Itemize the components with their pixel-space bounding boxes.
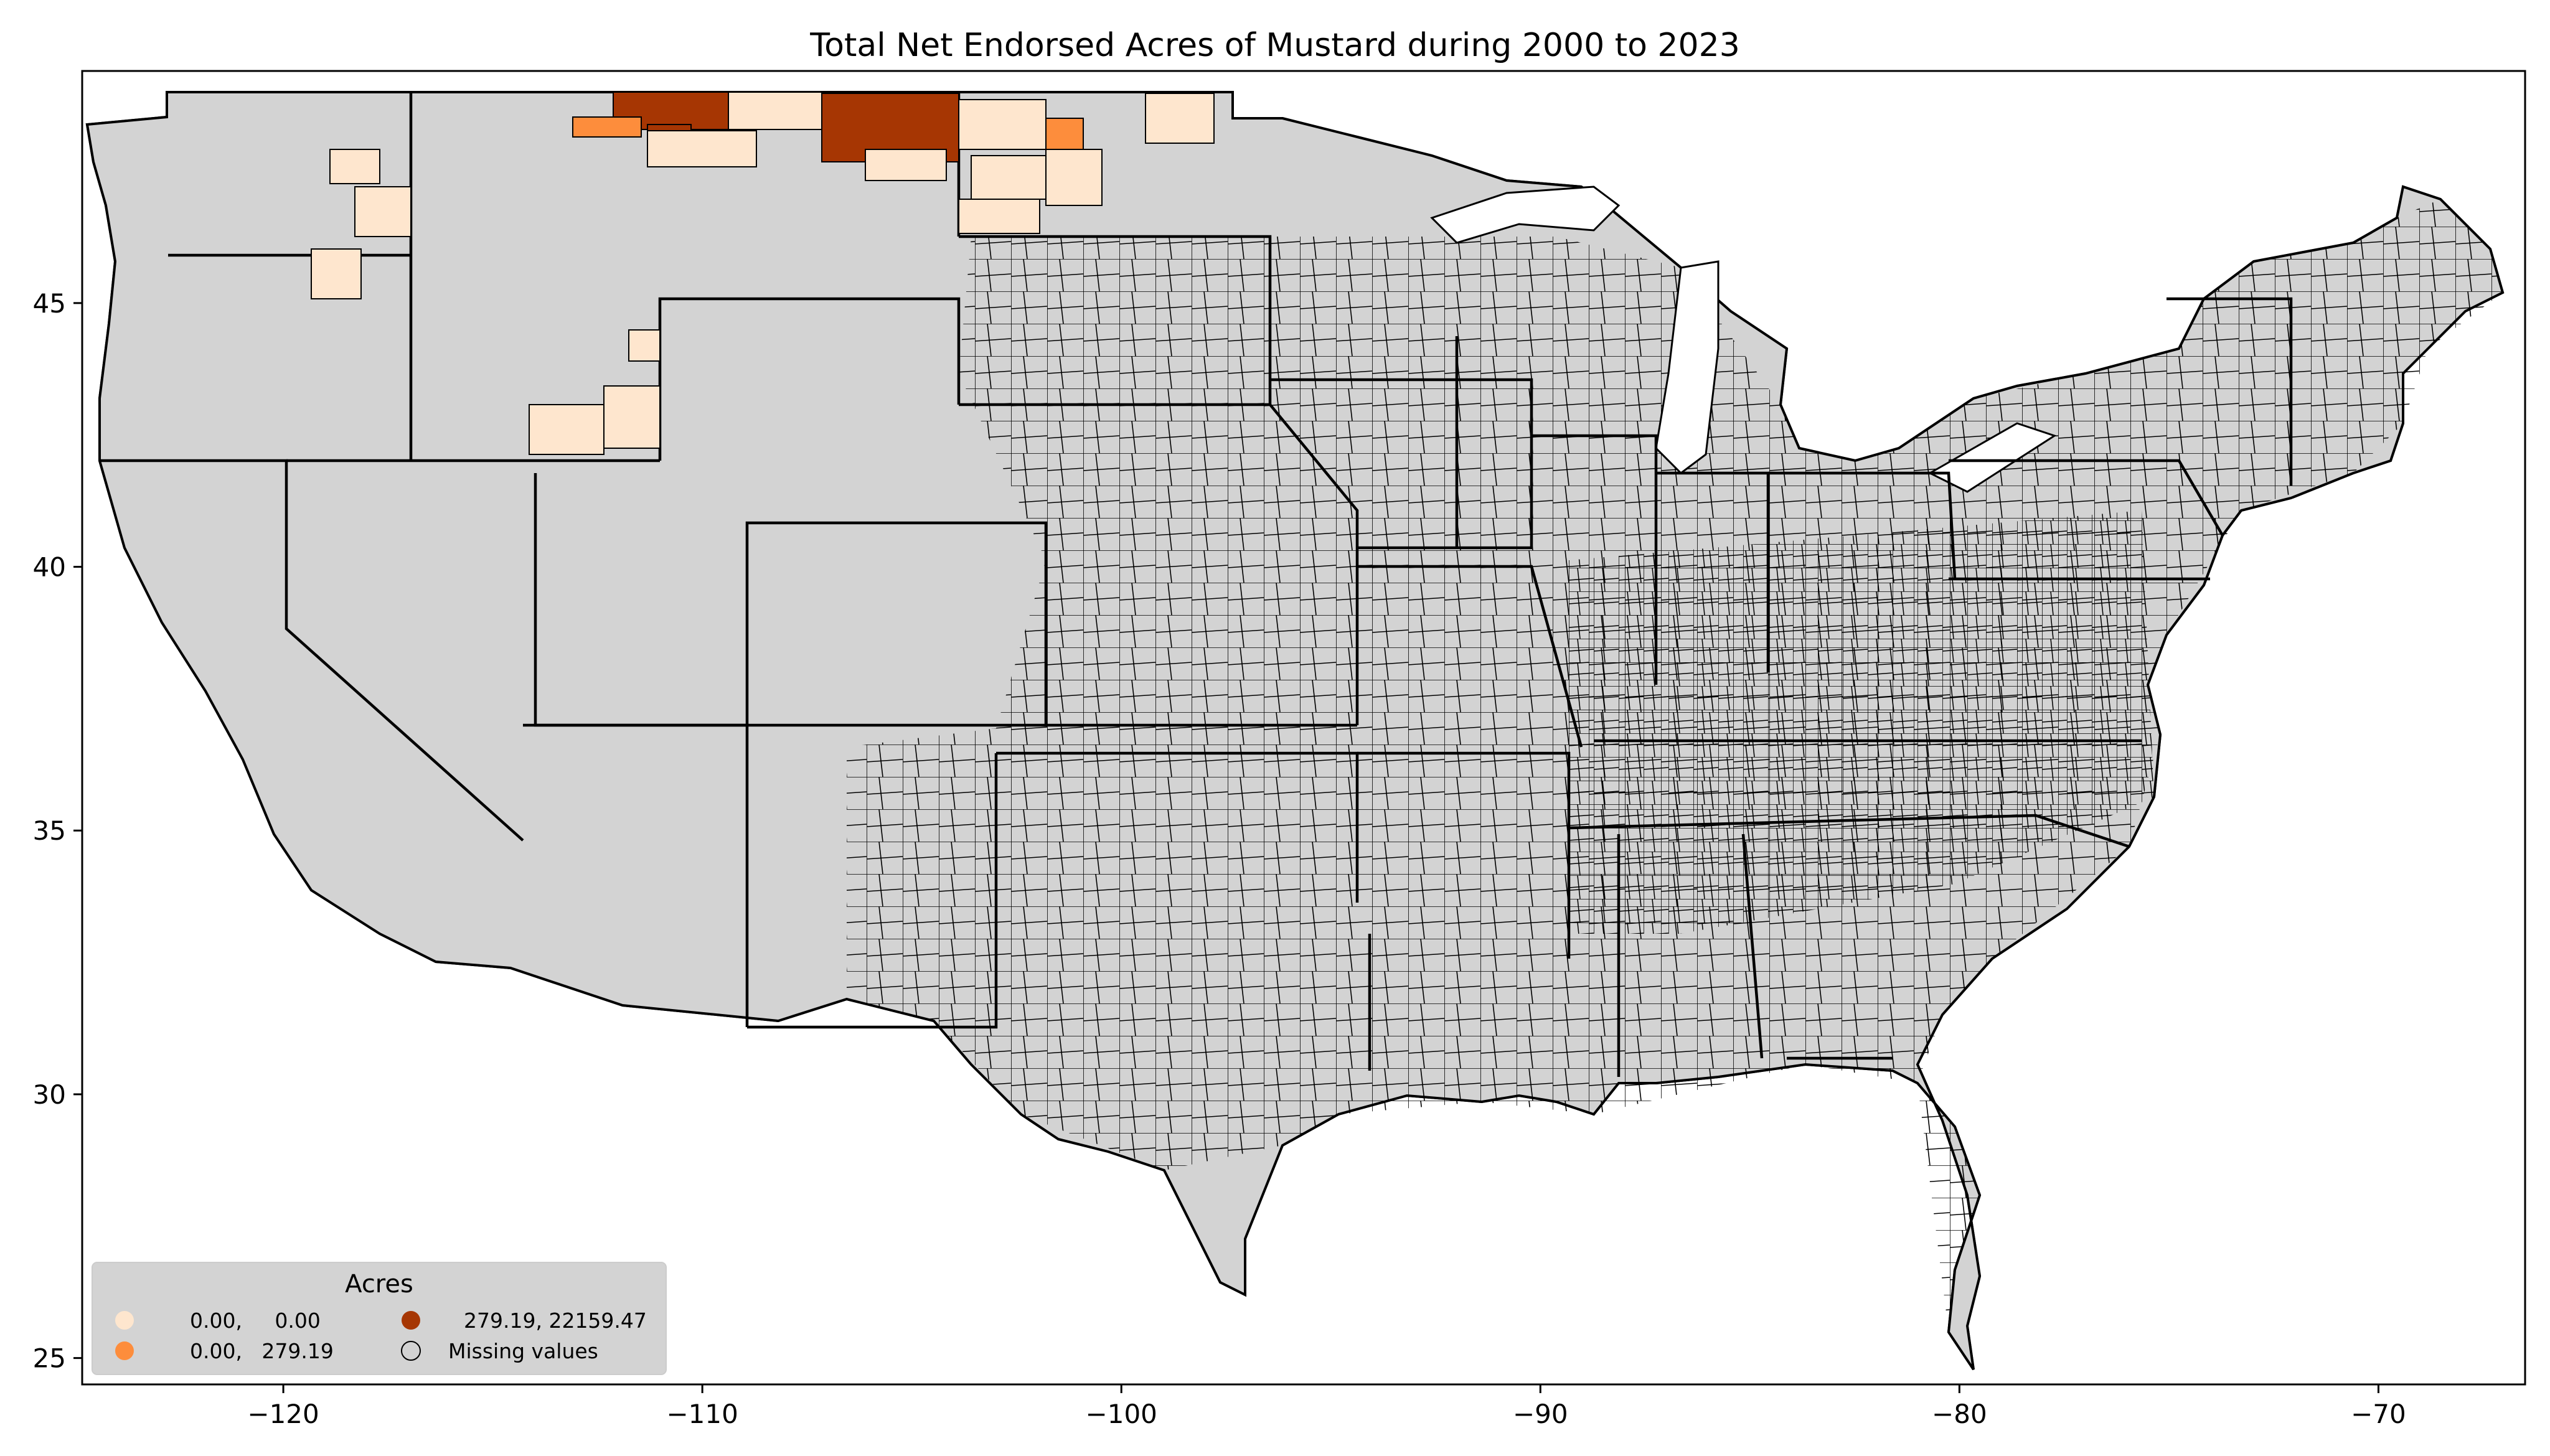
county-low	[603, 385, 661, 449]
state-borders	[100, 92, 2293, 1077]
choropleth-counties	[311, 92, 1215, 455]
legend-label: 279.19, 22159.47	[464, 1308, 647, 1333]
y-axis: 45 40 35 30 25	[33, 288, 82, 1374]
x-tick-label: −120	[247, 1399, 319, 1429]
county-low	[354, 186, 412, 237]
x-tick-label: −100	[1086, 1399, 1157, 1429]
county-mid	[1045, 118, 1084, 151]
legend-swatch-high	[402, 1311, 420, 1330]
county-low	[728, 92, 822, 130]
county-low	[958, 199, 1040, 234]
map-title: Total Net Endorsed Acres of Mustard duri…	[809, 27, 1740, 64]
axes-frame	[81, 70, 2526, 1386]
y-tick-label: 30	[33, 1079, 66, 1110]
x-tick-label: −80	[1932, 1399, 1987, 1429]
county-low	[529, 404, 605, 455]
legend-swatch-missing	[401, 1341, 421, 1361]
county-lines-southeast	[1569, 510, 2154, 934]
legend-swatch-low	[115, 1311, 134, 1330]
lake-michigan	[1655, 260, 1720, 474]
county-low	[311, 248, 362, 299]
legend: Acres 0.00, 0.00 0.00, 279.19 279.19, 22…	[92, 1262, 667, 1375]
y-tick-label: 25	[33, 1343, 66, 1374]
county-low	[329, 149, 380, 184]
county-mid	[572, 116, 642, 138]
legend-swatch-mid	[115, 1341, 134, 1360]
legend-label: 0.00, 279.19	[190, 1339, 334, 1363]
x-tick-label: −110	[666, 1399, 738, 1429]
county-low	[628, 329, 661, 362]
county-low	[958, 99, 1047, 150]
county-low	[1045, 149, 1103, 206]
map-body	[85, 91, 2505, 1371]
x-tick-label: −70	[2351, 1399, 2406, 1429]
legend-box	[92, 1262, 667, 1375]
y-tick-label: 40	[33, 552, 66, 583]
county-low	[647, 130, 757, 167]
county-low	[865, 149, 947, 181]
x-axis: −120 −110 −100 −90 −80 −70	[247, 1384, 2406, 1429]
legend-title: Acres	[345, 1270, 413, 1299]
lake-superior	[1430, 186, 1621, 244]
x-tick-label: −90	[1513, 1399, 1568, 1429]
y-tick-label: 35	[33, 815, 66, 846]
county-low	[1145, 93, 1215, 144]
legend-label: 0.00, 0.00	[190, 1308, 321, 1333]
y-tick-label: 45	[33, 288, 66, 319]
legend-label: Missing values	[448, 1339, 598, 1363]
lake-erie	[1927, 422, 2057, 493]
